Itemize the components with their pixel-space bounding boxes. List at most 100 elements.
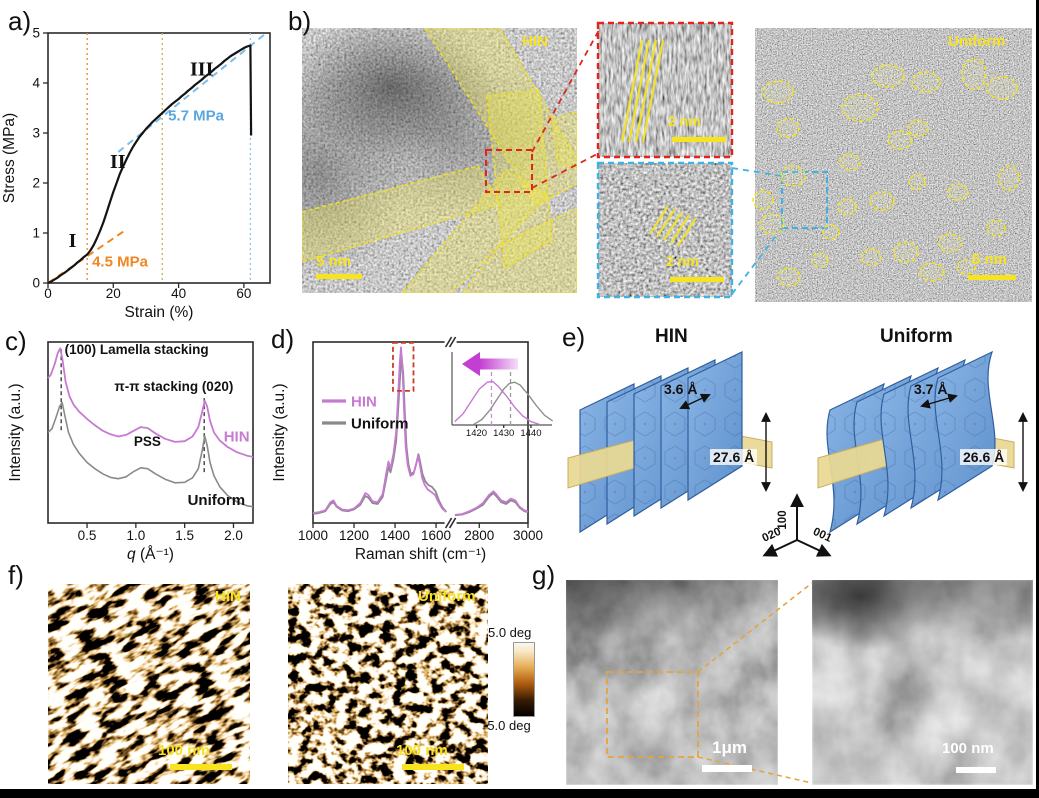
- dim-3p7: 3.7 Å: [914, 381, 948, 397]
- afm-uniform-title: Uniform: [418, 588, 476, 605]
- giwaxs-annotation: HIN: [224, 429, 250, 446]
- giwaxs-annotation: (100) Lamella stacking: [65, 342, 209, 357]
- afm-image-hin: [48, 584, 250, 784]
- dim-3p6: 3.6 Å: [664, 381, 698, 397]
- raman-xtick-label: 1600: [421, 528, 451, 543]
- stress_strain-ylabel: Stress (MPa): [1, 113, 18, 203]
- diagram-hin-title: HIN: [655, 326, 688, 347]
- sem-zoom-scale-text: 100 nm: [942, 740, 994, 757]
- afm-hin-title: HIN: [215, 588, 241, 605]
- raman-xtick-label: 1400: [380, 528, 410, 543]
- colorbar-min-label: -5.0 deg: [483, 718, 531, 733]
- raman_inset-series-Uniform: [473, 381, 554, 425]
- stacking-diagrams: [567, 350, 1015, 534]
- afm-uniform-scale-bar: [402, 764, 464, 770]
- raman-legend-label: HIN: [351, 394, 377, 411]
- stress_strain-ytick-label: 4: [32, 76, 40, 91]
- stress_strain-frame: [47, 32, 271, 284]
- colorbar-max-label: 5.0 deg: [488, 625, 532, 640]
- raman_inset-series-HIN: [454, 380, 540, 425]
- sem-zoom-scale-bar: [956, 767, 996, 773]
- tem-uniform-scale-text: 5 nm: [972, 251, 1008, 268]
- polymer-sheet-flat: [687, 351, 743, 502]
- giwaxs-ylabel: Intensity (a.u.): [7, 383, 24, 481]
- panel-label-c: c): [5, 326, 27, 356]
- raman-series-Uniform: [312, 355, 447, 515]
- giwaxs-frame: [47, 341, 254, 524]
- panel-label-a: a): [8, 6, 32, 36]
- raman-ylabel: Intensity (a.u.): [271, 383, 288, 481]
- sem-wide-scale-text: 1μm: [712, 738, 747, 757]
- giwaxs-annotation: Uniform: [188, 492, 246, 509]
- sem-wide-scale-bar: [702, 765, 752, 772]
- raman-xlabel: Raman shift (cm⁻¹): [355, 546, 486, 563]
- polymer-sheet-wavy: [853, 374, 915, 526]
- diagram-uniform-title: Uniform: [880, 326, 953, 347]
- panel-label-d: d): [271, 324, 295, 354]
- giwaxs-series-Uniform: [47, 401, 254, 508]
- raman-series-HIN: [454, 490, 529, 516]
- giwaxs-xtick-label: 1.0: [126, 528, 145, 543]
- raman-xtick-label: 2800: [464, 528, 494, 543]
- stress_strain-series-stress: [47, 44, 253, 285]
- inset-bottom-scale-text: 2 nm: [666, 253, 699, 269]
- stress_strain-guide-label: 4.5 MPa: [92, 254, 149, 271]
- stress_strain-annotation: III: [190, 59, 214, 81]
- panel-label-b: b): [288, 6, 312, 36]
- tem-hin-scale-bar: [316, 274, 362, 279]
- giwaxs-annotation: PSS: [134, 434, 161, 449]
- giwaxs-xtick-label: 1.5: [175, 528, 194, 543]
- figure-bottom-border: [0, 789, 1039, 798]
- stress_strain-ytick-label: 3: [32, 126, 40, 141]
- afm-hin-scale-bar: [170, 764, 232, 770]
- stress_strain-annotation: I: [69, 230, 77, 252]
- giwaxs-annotation: π-π stacking (020): [114, 379, 233, 394]
- polymer-sheet-flat: [579, 383, 635, 534]
- dimension-arrows: [679, 393, 1028, 492]
- polymer-sheet-wavy: [934, 350, 996, 502]
- stress_strain-guide-label: 5.7 MPa: [168, 108, 225, 125]
- stress_strain-ytick-label: 0: [32, 276, 40, 291]
- stress_strain-ytick-label: 1: [32, 226, 40, 241]
- raman-legend-label: Uniform: [351, 416, 409, 433]
- raman-series-Uniform: [454, 492, 529, 517]
- dim-26p6: 26.6 Å: [960, 449, 1008, 465]
- inset-top-scale-text: 2 nm: [668, 113, 701, 129]
- stress_strain-xtick-label: 0: [44, 286, 52, 301]
- panel-label-e: e): [562, 322, 586, 352]
- axis-label-001: 001: [811, 526, 834, 545]
- tem-hin-scale-text: 5 nm: [316, 253, 352, 270]
- afm-hin-scale-text: 100 nm: [158, 742, 210, 759]
- giwaxs-xtick-label: 2.0: [224, 528, 243, 543]
- inset-top-scale-bar: [672, 137, 726, 142]
- stress_strain-guide-line: [117, 33, 266, 153]
- raman-xtick-label: 3000: [513, 528, 543, 543]
- polymer-sheet-flat: [606, 375, 662, 526]
- figure-right-border: [1036, 0, 1039, 798]
- raman-frame: [312, 341, 529, 524]
- raman-xtick-label: 1000: [298, 528, 328, 543]
- afm-colorbar: [513, 642, 535, 717]
- axis-label-100: 100: [777, 510, 789, 529]
- dim-27p6: 27.6 Å: [710, 449, 758, 465]
- giwaxs-series-HIN: [47, 347, 254, 458]
- giwaxs-xlabel: q (Å⁻¹): [127, 546, 174, 563]
- polymer-sheet-wavy: [826, 382, 888, 534]
- axis-triad: [762, 493, 832, 557]
- afm-uniform-scale-text: 100 nm: [396, 742, 448, 759]
- panel-label-f: f): [8, 560, 24, 590]
- stress_strain-xlabel: Strain (%): [125, 304, 194, 321]
- sem-image-zoom: [812, 580, 1033, 785]
- raman_inset-shift-arrow: [480, 358, 518, 370]
- raman-xtick-label: 1200: [339, 528, 369, 543]
- raman-highlight-box: [392, 342, 415, 392]
- stress_strain-ytick-label: 5: [32, 26, 40, 41]
- afm-image-uniform: [288, 584, 488, 784]
- stress_strain-ytick-label: 2: [32, 176, 40, 191]
- stress_strain-annotation: II: [110, 151, 126, 173]
- raman_inset-xtick-label: 1430: [493, 428, 514, 439]
- tem-uniform-scale-bar: [968, 275, 1016, 280]
- axis-label-020: 020: [761, 526, 783, 545]
- stress_strain-guide-line: [47, 228, 127, 284]
- raman-series-HIN: [312, 346, 447, 514]
